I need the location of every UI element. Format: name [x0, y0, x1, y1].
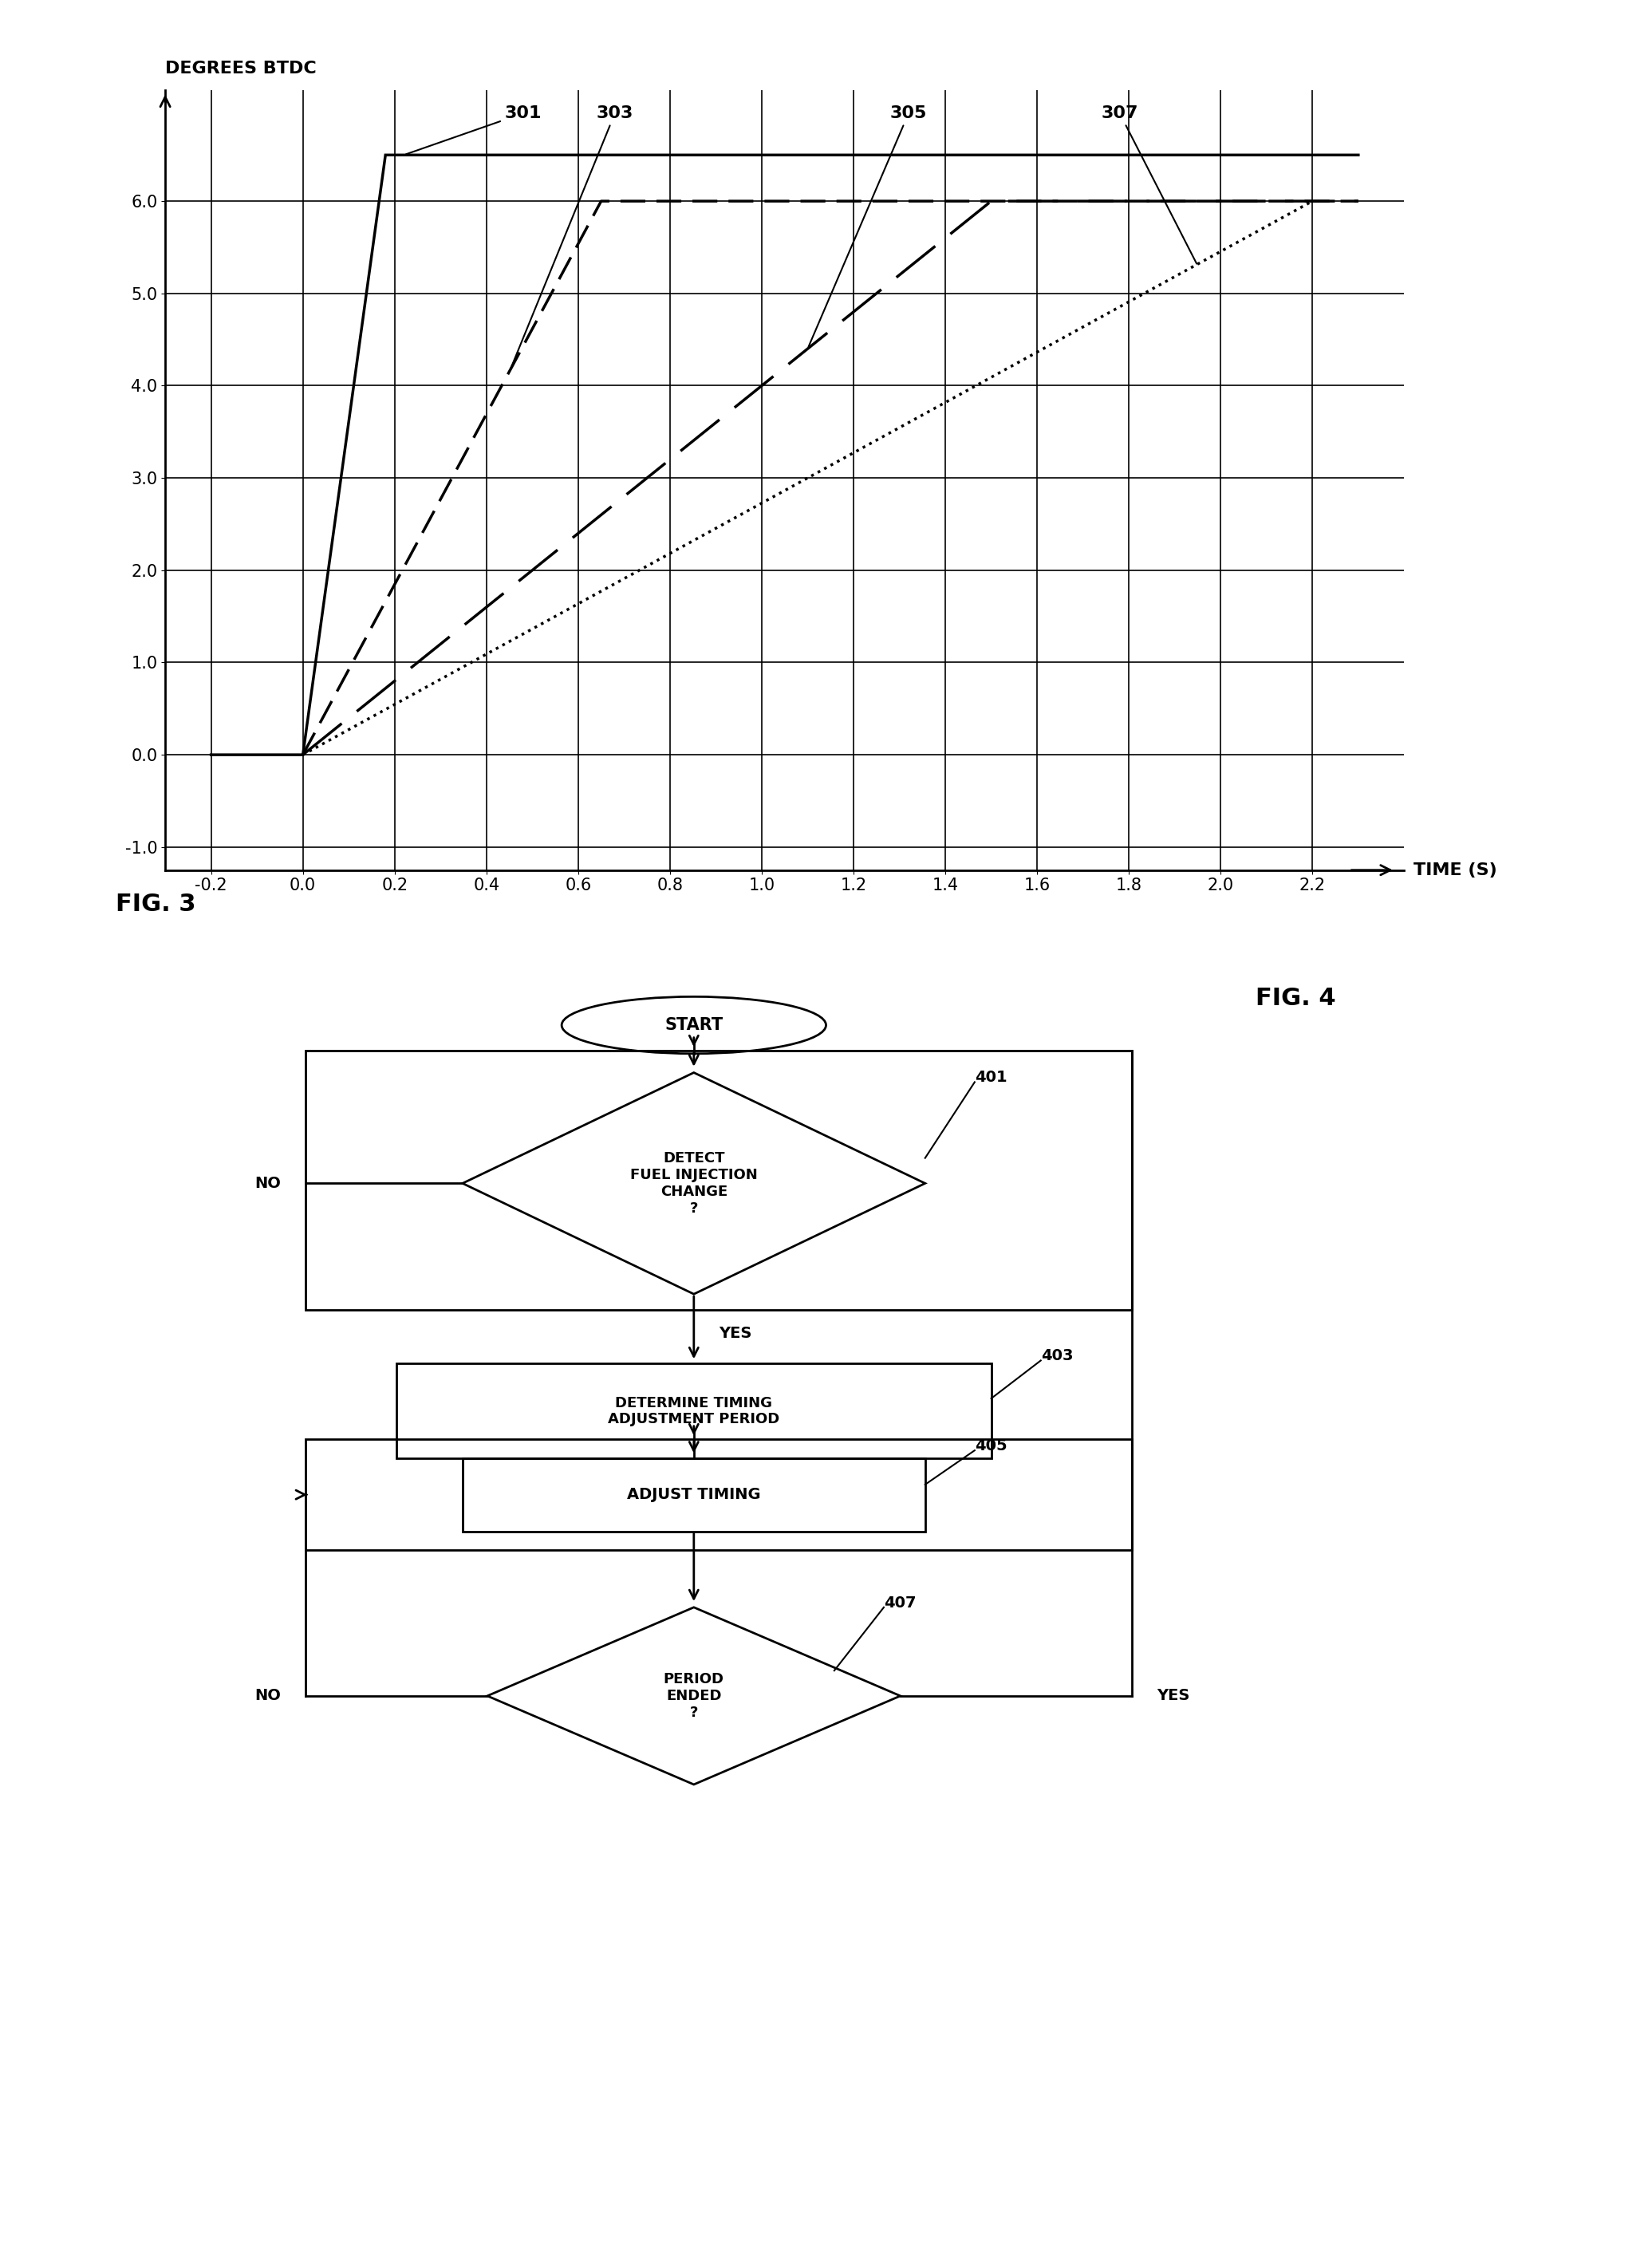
Text: YES: YES [1156, 1688, 1189, 1704]
Text: PERIOD
ENDED
?: PERIOD ENDED ? [664, 1672, 724, 1720]
Text: 405: 405 [975, 1437, 1008, 1453]
Text: 403: 403 [1041, 1349, 1074, 1363]
Text: FIG. 4: FIG. 4 [1256, 988, 1336, 1010]
Text: DEGREES BTDC: DEGREES BTDC [165, 61, 317, 77]
Text: NO: NO [254, 1688, 281, 1704]
Bar [396, 1363, 991, 1458]
Bar [306, 1440, 1132, 1550]
Text: 407: 407 [884, 1596, 917, 1611]
Text: FIG. 3: FIG. 3 [116, 893, 197, 915]
Text: TIME (S): TIME (S) [1414, 861, 1497, 879]
Text: 305: 305 [808, 106, 927, 346]
Bar [463, 1458, 925, 1532]
Text: DETECT
FUEL INJECTION
CHANGE
?: DETECT FUEL INJECTION CHANGE ? [629, 1150, 758, 1216]
Text: NO: NO [254, 1175, 281, 1191]
Bar [306, 1051, 1132, 1311]
Text: 401: 401 [975, 1071, 1008, 1085]
Text: 307: 307 [1102, 106, 1196, 264]
Text: 301: 301 [406, 106, 542, 154]
Text: 303: 303 [510, 106, 633, 371]
Text: START: START [664, 1017, 724, 1033]
Text: DETERMINE TIMING
ADJUSTMENT PERIOD: DETERMINE TIMING ADJUSTMENT PERIOD [608, 1397, 780, 1426]
Text: YES: YES [719, 1327, 752, 1340]
Text: ADJUST TIMING: ADJUST TIMING [628, 1487, 760, 1503]
